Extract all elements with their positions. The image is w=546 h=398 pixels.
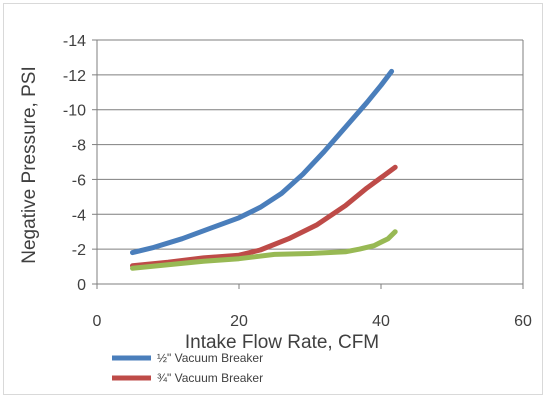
y-tick-label: -12: [63, 68, 86, 85]
y-tick-label: -6: [72, 172, 86, 189]
chart-frame: [3, 3, 543, 395]
x-tick-label: 60: [514, 313, 532, 330]
legend: ½" Vacuum Breaker ¾" Vacuum Breaker: [112, 351, 263, 385]
y-axis-title: Negative Pressure, PSI: [19, 66, 40, 263]
series-lines: [130, 68, 398, 271]
x-tick-label: 0: [93, 313, 102, 330]
y-tick-label: -10: [63, 103, 86, 120]
axes: [92, 39, 524, 289]
legend-label-series-1: ½" Vacuum Breaker: [157, 351, 263, 365]
y-tick-label: -4: [72, 207, 86, 224]
y-tick-label: -14: [63, 33, 86, 50]
tick-labels: 0 -2 -4 -6 -8 -10 -12 -14 0 20 40 60: [63, 33, 532, 330]
y-tick-label: 0: [77, 277, 86, 294]
legend-label-series-2: ¾" Vacuum Breaker: [157, 371, 263, 385]
series-line-1: [130, 68, 395, 256]
x-axis-title: Intake Flow Rate, CFM: [185, 332, 379, 353]
gridlines: [97, 39, 523, 250]
y-tick-label: -2: [72, 242, 86, 259]
x-tick-label: 40: [372, 313, 390, 330]
series-line-3: [130, 229, 398, 271]
y-tick-label: -8: [72, 138, 86, 155]
series-line-2: [130, 164, 398, 269]
x-tick-label: 20: [230, 313, 248, 330]
